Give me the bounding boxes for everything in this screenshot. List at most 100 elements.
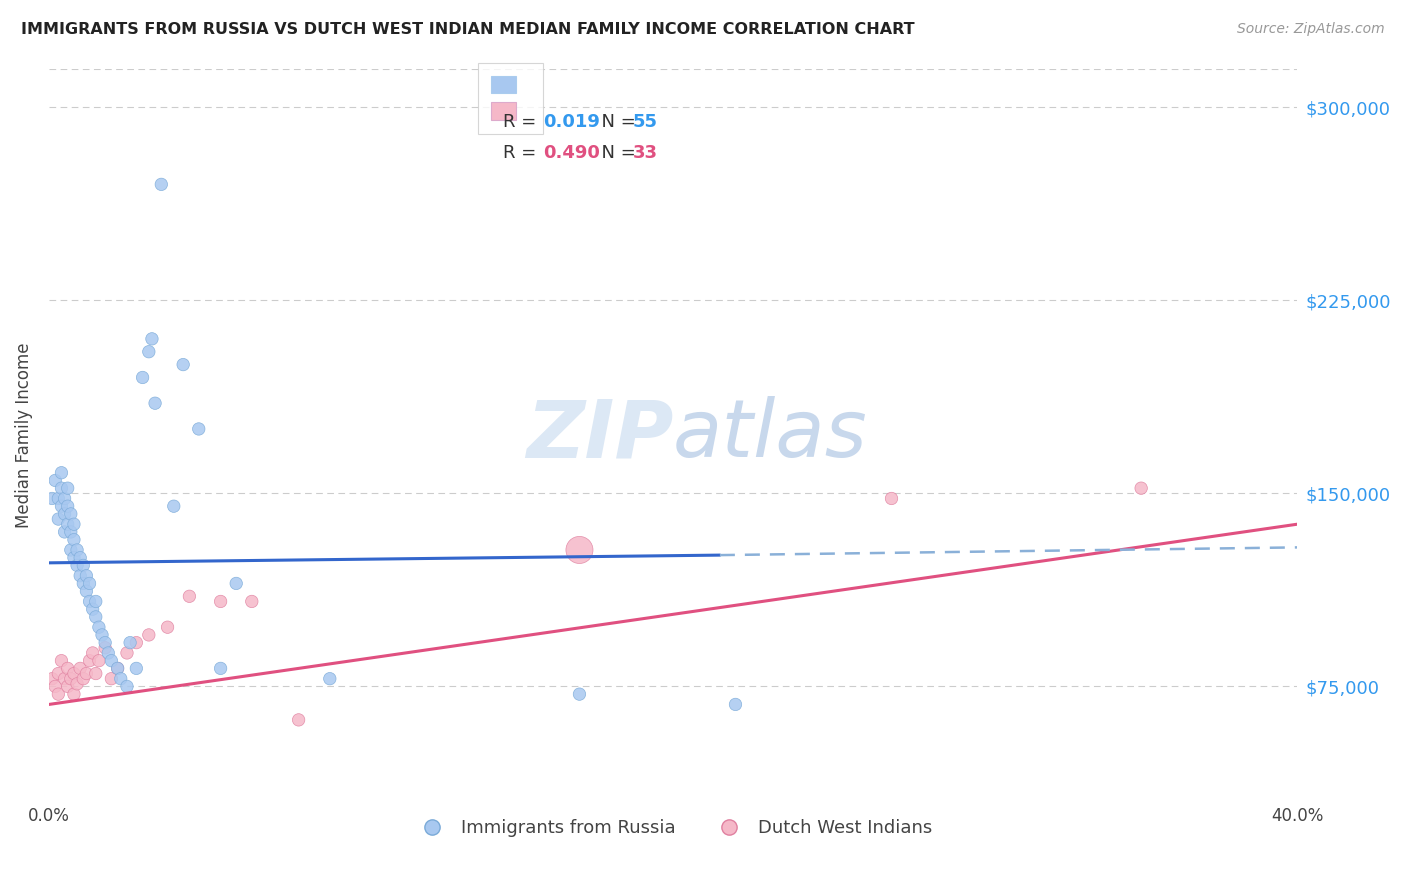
Point: [79, 576, 101, 591]
Point: [51, 466, 73, 480]
Point: [94, 640, 117, 655]
Point: [46, 687, 69, 701]
Point: [84, 666, 107, 681]
Text: IMMIGRANTS FROM RUSSIA VS DUTCH WEST INDIAN MEDIAN FAMILY INCOME CORRELATION CHA: IMMIGRANTS FROM RUSSIA VS DUTCH WEST IND…: [21, 22, 915, 37]
Point: [56, 661, 79, 675]
Point: [120, 635, 142, 649]
Point: [131, 370, 153, 384]
Point: [179, 590, 201, 604]
Point: [880, 491, 903, 506]
Point: [150, 178, 173, 192]
Point: [1130, 481, 1153, 495]
Point: [66, 677, 89, 691]
Point: [56, 499, 79, 513]
Point: [87, 654, 110, 668]
Point: [125, 661, 148, 675]
Point: [84, 610, 107, 624]
Point: [724, 698, 747, 712]
Point: [100, 672, 122, 686]
Point: [56, 680, 79, 694]
Point: [72, 558, 94, 573]
Point: [568, 687, 591, 701]
Legend: Immigrants from Russia, Dutch West Indians: Immigrants from Russia, Dutch West India…: [406, 812, 939, 845]
Point: [51, 481, 73, 495]
Point: [143, 396, 166, 410]
Point: [115, 646, 138, 660]
Text: Source: ZipAtlas.com: Source: ZipAtlas.com: [1237, 22, 1385, 37]
Text: 0.019: 0.019: [543, 113, 599, 131]
Point: [79, 654, 101, 668]
Point: [72, 672, 94, 686]
Text: R =: R =: [503, 113, 543, 131]
Point: [287, 713, 309, 727]
Point: [138, 344, 160, 359]
Text: N =: N =: [591, 113, 643, 131]
Point: [141, 332, 163, 346]
Point: [63, 687, 86, 701]
Text: 0.490: 0.490: [543, 145, 599, 162]
Point: [107, 661, 129, 675]
Point: [44, 680, 66, 694]
Point: [63, 666, 86, 681]
Point: [69, 568, 91, 582]
Point: [66, 543, 89, 558]
Point: [46, 512, 69, 526]
Point: [69, 550, 91, 565]
Point: [100, 654, 122, 668]
Point: [125, 635, 148, 649]
Point: [87, 620, 110, 634]
Text: atlas: atlas: [673, 396, 868, 475]
Point: [187, 422, 209, 436]
Point: [59, 524, 82, 539]
Point: [56, 517, 79, 532]
Point: [138, 628, 160, 642]
Point: [75, 568, 97, 582]
Point: [107, 661, 129, 675]
Text: N =: N =: [591, 145, 643, 162]
Point: [53, 491, 76, 506]
Point: [97, 646, 120, 660]
Point: [41, 672, 63, 686]
Point: [72, 576, 94, 591]
Point: [156, 620, 179, 634]
Point: [240, 594, 263, 608]
Point: [75, 666, 97, 681]
Text: R =: R =: [503, 145, 543, 162]
Point: [79, 594, 101, 608]
Point: [110, 672, 132, 686]
Text: 33: 33: [633, 145, 658, 162]
Point: [51, 654, 73, 668]
Point: [46, 491, 69, 506]
Point: [53, 507, 76, 521]
Point: [225, 576, 247, 591]
Point: [53, 672, 76, 686]
Point: [69, 661, 91, 675]
Point: [209, 594, 232, 608]
Point: [568, 543, 591, 558]
Point: [84, 594, 107, 608]
Point: [59, 507, 82, 521]
Y-axis label: Median Family Income: Median Family Income: [15, 343, 32, 528]
Point: [209, 661, 232, 675]
Point: [44, 474, 66, 488]
Text: ZIP: ZIP: [526, 396, 673, 475]
Point: [59, 543, 82, 558]
Point: [319, 672, 342, 686]
Point: [53, 524, 76, 539]
Point: [51, 499, 73, 513]
Point: [94, 635, 117, 649]
Point: [91, 628, 114, 642]
Point: [66, 558, 89, 573]
Point: [63, 517, 86, 532]
Text: 55: 55: [633, 113, 658, 131]
Point: [56, 481, 79, 495]
Point: [82, 602, 104, 616]
Point: [41, 491, 63, 506]
Point: [63, 550, 86, 565]
Point: [82, 646, 104, 660]
Point: [63, 533, 86, 547]
Point: [163, 499, 186, 513]
Point: [115, 680, 138, 694]
Point: [172, 358, 194, 372]
Point: [75, 584, 97, 599]
